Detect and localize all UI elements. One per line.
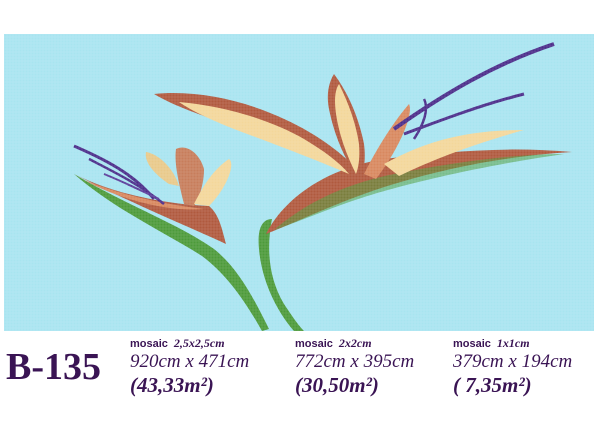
variant-1-area: (43,33m²) [130,373,214,397]
variant-3: mosaic 1x1cm 379cm x 194cm ( 7,35m²) [453,336,572,398]
variant-3-area: ( 7,35m²) [453,373,532,397]
variant-3-mosaic-label: mosaic [453,338,491,350]
variant-3-tile-size: 1x1cm [496,336,530,350]
variant-2-tile-size: 2x2cm [338,336,372,350]
variant-2-tile-line: mosaic 2x2cm [295,336,414,351]
product-code: B-135 [6,346,101,388]
variant-2-mosaic-label: mosaic [295,338,333,350]
variant-1-mosaic-label: mosaic [130,338,168,350]
variant-1-dimensions: 920cm x 471cm [130,351,250,372]
variant-3-tile-line: mosaic 1x1cm [453,336,572,351]
variant-1-tile-size: 2,5x2,5cm [173,336,225,350]
variant-2-dimensions: 772cm x 395cm [295,351,415,372]
variant-1-tile-line: mosaic 2,5x2,5cm [130,336,249,351]
variant-3-dimensions: 379cm x 194cm [453,351,573,372]
variant-2: mosaic 2x2cm 772cm x 395cm (30,50m²) [295,336,414,398]
variant-1: mosaic 2,5x2,5cm 920cm x 471cm (43,33m²) [130,336,249,398]
mosaic-image [4,34,594,331]
variant-2-area: (30,50m²) [295,373,379,397]
bird-of-paradise-flower-icon [4,34,594,331]
